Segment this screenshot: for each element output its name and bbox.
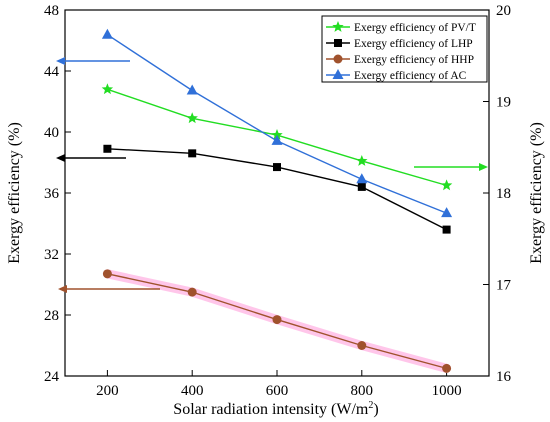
data-point-exergy-efficiency-of-lhp-400 (188, 149, 197, 158)
data-point-exergy-efficiency-of-pv-t-200 (101, 83, 114, 95)
data-point-exergy-efficiency-of-hhp-1000 (442, 363, 452, 373)
legend-item-exergy-efficiency-of-hhp: Exergy efficiency of HHP (326, 54, 474, 66)
y-axis-left-title: Exergy efficiency (%) (6, 122, 23, 264)
y-right-tick-label-19: 19 (496, 95, 511, 111)
legend-item-exergy-efficiency-of-lhp: Exergy efficiency of LHP (326, 38, 473, 50)
series-line-exergy-efficiency-of-lhp (107, 148, 447, 231)
legend-marker-exergy-efficiency-of-pv-t (332, 21, 344, 32)
data-point-exergy-efficiency-of-lhp-1000 (442, 225, 451, 234)
data-point-exergy-efficiency-of-ac-1000 (441, 207, 453, 218)
x-tick-label-200: 200 (96, 383, 119, 399)
legend-label-exergy-efficiency-of-lhp: Exergy efficiency of LHP (354, 38, 473, 50)
data-point-exergy-efficiency-of-hhp-200 (102, 269, 112, 279)
series-exergy-efficiency-of-hhp (102, 269, 452, 373)
y-left-tick-label-24: 24 (44, 369, 60, 385)
x-tick-label-600: 600 (266, 383, 289, 399)
x-tick-label-1000: 1000 (432, 383, 462, 399)
x-axis-title-end: ) (373, 401, 378, 418)
data-point-exergy-efficiency-of-lhp-800 (357, 182, 366, 191)
legend-marker-exergy-efficiency-of-hhp (333, 54, 343, 64)
arrow-head-exergy-efficiency-of-pv-t (479, 163, 488, 171)
data-point-exergy-efficiency-of-lhp-200 (103, 144, 112, 153)
y-left-tick-label-40: 40 (44, 125, 59, 141)
data-point-exergy-efficiency-of-ac-400 (186, 84, 198, 95)
legend-label-exergy-efficiency-of-ac: Exergy efficiency of AC (354, 70, 467, 82)
data-point-exergy-efficiency-of-pv-t-800 (356, 154, 368, 166)
data-point-exergy-efficiency-of-pv-t-400 (186, 112, 198, 124)
data-point-exergy-efficiency-of-ac-200 (101, 28, 113, 39)
legend-marker-exergy-efficiency-of-lhp (334, 39, 342, 47)
legend-label-exergy-efficiency-of-hhp: Exergy efficiency of HHP (354, 54, 474, 66)
y-left-tick-label-28: 28 (44, 308, 59, 324)
arrow-exergy-efficiency-of-ac-left (56, 57, 130, 65)
y-right-tick-label-20: 20 (496, 3, 511, 19)
axis-arrows (56, 57, 488, 293)
x-axis-title-superscript: 2 (368, 400, 373, 411)
y-right-tick-label-18: 18 (496, 186, 511, 202)
data-point-exergy-efficiency-of-ac-800 (356, 173, 368, 184)
x-axis-title: Solar radiation intensity (W/m2) (173, 400, 378, 418)
data-point-exergy-efficiency-of-pv-t-600 (271, 129, 283, 140)
series-exergy-efficiency-of-lhp (103, 144, 451, 234)
legend-label-exergy-efficiency-of-pv-t: Exergy efficiency of PV/T (354, 22, 476, 34)
x-tick-label-400: 400 (181, 383, 204, 399)
data-point-exergy-efficiency-of-lhp-600 (273, 163, 281, 172)
x-tick-label-800: 800 (351, 383, 374, 399)
y-left-tick-label-48: 48 (44, 3, 59, 19)
legend-item-exergy-efficiency-of-pv-t: Exergy efficiency of PV/T (326, 21, 476, 34)
tick-layer: 200 400 600 800 1000 24 28 32 36 40 44 48 16 17 18 19 20 (44, 3, 512, 399)
series-layer (101, 28, 453, 373)
y-right-tick-label-17: 17 (496, 278, 512, 294)
data-point-exergy-efficiency-of-hhp-600 (272, 315, 282, 325)
legend: Exergy efficiency of PV/T Exergy efficien… (321, 15, 488, 83)
arrow-head-exergy-efficiency-of-ac (56, 57, 65, 65)
data-point-exergy-efficiency-of-hhp-400 (187, 287, 197, 297)
y-left-tick-label-44: 44 (44, 64, 60, 80)
data-point-exergy-efficiency-of-hhp-800 (357, 341, 367, 350)
data-point-exergy-efficiency-of-pv-t-1000 (440, 179, 453, 191)
series-exergy-efficiency-of-ac (101, 28, 453, 218)
y-right-tick-label-16: 16 (496, 369, 512, 385)
legend-item-exergy-efficiency-of-ac: Exergy efficiency of AC (326, 69, 467, 82)
data-point-exergy-efficiency-of-ac-600 (271, 134, 283, 145)
arrow-head-exergy-efficiency-of-lhp (56, 154, 65, 162)
arrow-exergy-efficiency-of-pv-t-right (414, 163, 488, 171)
legend-marker-exergy-efficiency-of-ac (332, 69, 344, 79)
y-axis-right-title: Exergy efficiency (%) (528, 122, 545, 264)
y-left-tick-label-32: 32 (44, 247, 59, 263)
arrow-exergy-efficiency-of-hhp-left (58, 285, 160, 293)
y-left-tick-label-36: 36 (44, 186, 60, 202)
arrow-head-exergy-efficiency-of-hhp (58, 285, 67, 293)
arrow-exergy-efficiency-of-lhp-left (56, 154, 126, 162)
